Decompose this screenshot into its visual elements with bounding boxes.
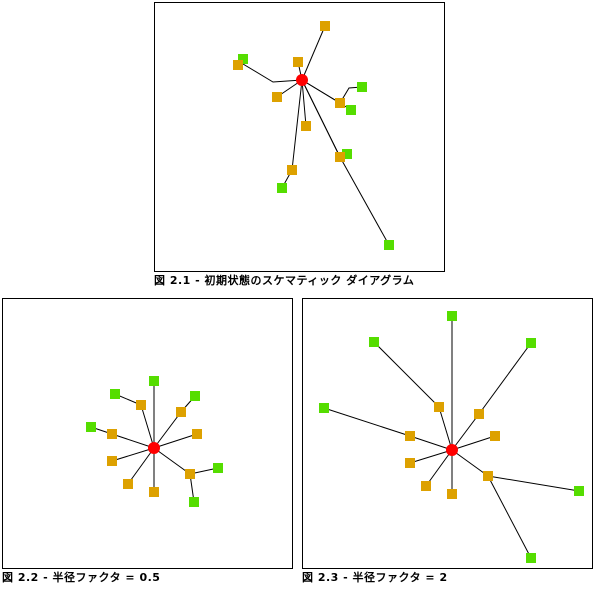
diagram-panel-initial [154,2,446,272]
orange-square-node [335,98,345,108]
edge [301,79,307,127]
edge [451,449,489,477]
panel-border [154,2,445,272]
figure-caption-2-3: 図 2.3 - 半径ファクタ = 2 [302,571,448,584]
edge [111,447,155,462]
green-square-node [346,105,356,115]
edge [487,475,580,492]
orange-square-node [490,431,500,441]
edges [323,316,580,559]
diagram-initial-canvas [154,2,445,272]
green-square-node [357,82,367,92]
red-circle-node [296,74,308,86]
orange-square-node [107,429,117,439]
green-square-node [384,240,394,250]
edge [373,341,440,408]
orange-square-node [421,481,431,491]
nodes [319,311,584,563]
orange-square-node [335,152,345,162]
orange-square-node [293,57,303,67]
edge [301,25,326,81]
red-circle-node [148,442,160,454]
green-square-node [149,376,159,386]
nodes [233,21,394,250]
edge [438,406,453,451]
diagram-radius-2-canvas [302,298,593,569]
nodes [86,376,223,507]
edge [301,79,363,104]
red-circle-node [446,444,458,456]
orange-square-node [149,487,159,497]
orange-square-node [474,409,484,419]
edge [409,449,453,464]
green-square-node [110,389,120,399]
orange-square-node [272,92,282,102]
green-square-node [342,149,352,159]
edge [478,342,532,415]
orange-square-node [434,402,444,412]
edge [425,449,453,487]
green-square-node [213,463,223,473]
green-square-node [447,311,457,321]
edge [127,447,155,485]
green-square-node [526,553,536,563]
edge [140,404,155,449]
green-square-node [319,403,329,413]
orange-square-node [123,479,133,489]
orange-square-node [405,431,415,441]
orange-square-node [192,429,202,439]
edge [153,433,198,449]
edge [111,433,155,449]
green-square-node [574,486,584,496]
edge [153,411,182,449]
green-square-node [277,183,287,193]
orange-square-node [107,456,117,466]
green-square-node [86,422,96,432]
figure-caption-2-1: 図 2.1 - 初期状態のスケマティック ダイアグラム [154,274,415,287]
diagram-radius-0-5-canvas [2,298,293,569]
orange-square-node [233,60,243,70]
orange-square-node [136,400,146,410]
green-square-node [189,497,199,507]
orange-square-node [320,21,330,31]
edge [487,475,532,559]
diagram-panel-radius-2 [302,298,594,570]
edge [409,435,453,451]
orange-square-node [301,121,311,131]
edge [451,435,496,451]
edge [451,413,480,451]
green-square-node [526,338,536,348]
figure-caption-2-2: 図 2.2 - 半径ファクタ = 0.5 [2,571,161,584]
orange-square-node [483,471,493,481]
orange-square-node [176,407,186,417]
orange-square-node [405,458,415,468]
orange-square-node [287,165,297,175]
panel-border [2,298,293,569]
edge [153,447,191,475]
edge [323,407,411,437]
green-square-node [369,337,379,347]
orange-square-node [447,489,457,499]
green-square-node [190,391,200,401]
diagram-panel-radius-0-5 [2,298,294,570]
orange-square-node [185,469,195,479]
green-square-node [238,54,248,64]
